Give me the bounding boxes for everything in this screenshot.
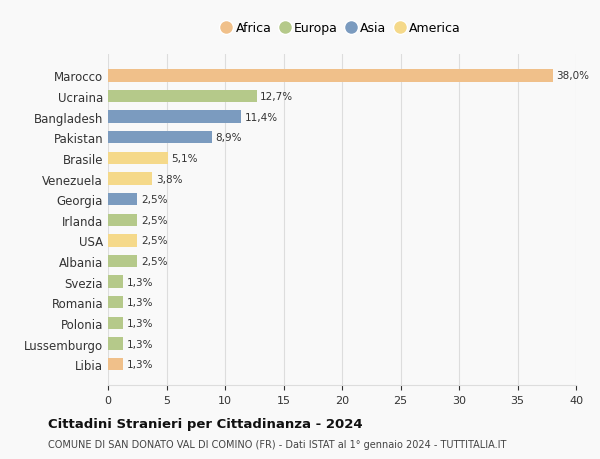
Text: 5,1%: 5,1% bbox=[171, 154, 197, 163]
Text: 2,5%: 2,5% bbox=[141, 257, 167, 267]
Bar bbox=[108, 255, 137, 268]
Text: 38,0%: 38,0% bbox=[556, 71, 589, 81]
Text: 2,5%: 2,5% bbox=[141, 215, 167, 225]
Bar bbox=[108, 235, 137, 247]
Bar bbox=[108, 173, 152, 185]
Text: 3,8%: 3,8% bbox=[156, 174, 182, 184]
Text: 1,3%: 1,3% bbox=[127, 339, 153, 349]
Bar bbox=[108, 194, 137, 206]
Text: Cittadini Stranieri per Cittadinanza - 2024: Cittadini Stranieri per Cittadinanza - 2… bbox=[48, 417, 362, 430]
Text: 12,7%: 12,7% bbox=[260, 92, 293, 102]
Text: 1,3%: 1,3% bbox=[127, 297, 153, 308]
Bar bbox=[108, 132, 212, 144]
Bar bbox=[108, 338, 123, 350]
Bar bbox=[108, 152, 167, 165]
Bar bbox=[108, 111, 241, 123]
Bar bbox=[108, 317, 123, 330]
Text: 1,3%: 1,3% bbox=[127, 277, 153, 287]
Text: 1,3%: 1,3% bbox=[127, 318, 153, 328]
Text: 11,4%: 11,4% bbox=[245, 112, 278, 123]
Bar bbox=[108, 358, 123, 370]
Text: 8,9%: 8,9% bbox=[215, 133, 242, 143]
Bar bbox=[108, 91, 257, 103]
Text: COMUNE DI SAN DONATO VAL DI COMINO (FR) - Dati ISTAT al 1° gennaio 2024 - TUTTIT: COMUNE DI SAN DONATO VAL DI COMINO (FR) … bbox=[48, 440, 506, 449]
Text: 2,5%: 2,5% bbox=[141, 195, 167, 205]
Bar bbox=[108, 297, 123, 309]
Text: 2,5%: 2,5% bbox=[141, 236, 167, 246]
Bar bbox=[108, 70, 553, 83]
Bar bbox=[108, 276, 123, 288]
Legend: Africa, Europa, Asia, America: Africa, Europa, Asia, America bbox=[220, 18, 464, 39]
Text: 1,3%: 1,3% bbox=[127, 359, 153, 369]
Bar bbox=[108, 214, 137, 226]
